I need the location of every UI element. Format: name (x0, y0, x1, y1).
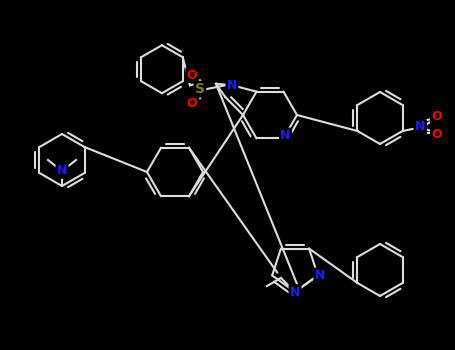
Text: N: N (227, 79, 237, 92)
Text: N: N (315, 269, 325, 282)
Text: O: O (187, 69, 197, 82)
Text: O: O (431, 111, 442, 124)
Text: N: N (290, 286, 300, 299)
Text: N: N (57, 164, 67, 177)
Text: S: S (195, 82, 205, 96)
Text: N: N (280, 129, 291, 142)
Text: N: N (415, 120, 426, 133)
Text: O: O (187, 97, 197, 110)
Text: O: O (431, 128, 442, 141)
